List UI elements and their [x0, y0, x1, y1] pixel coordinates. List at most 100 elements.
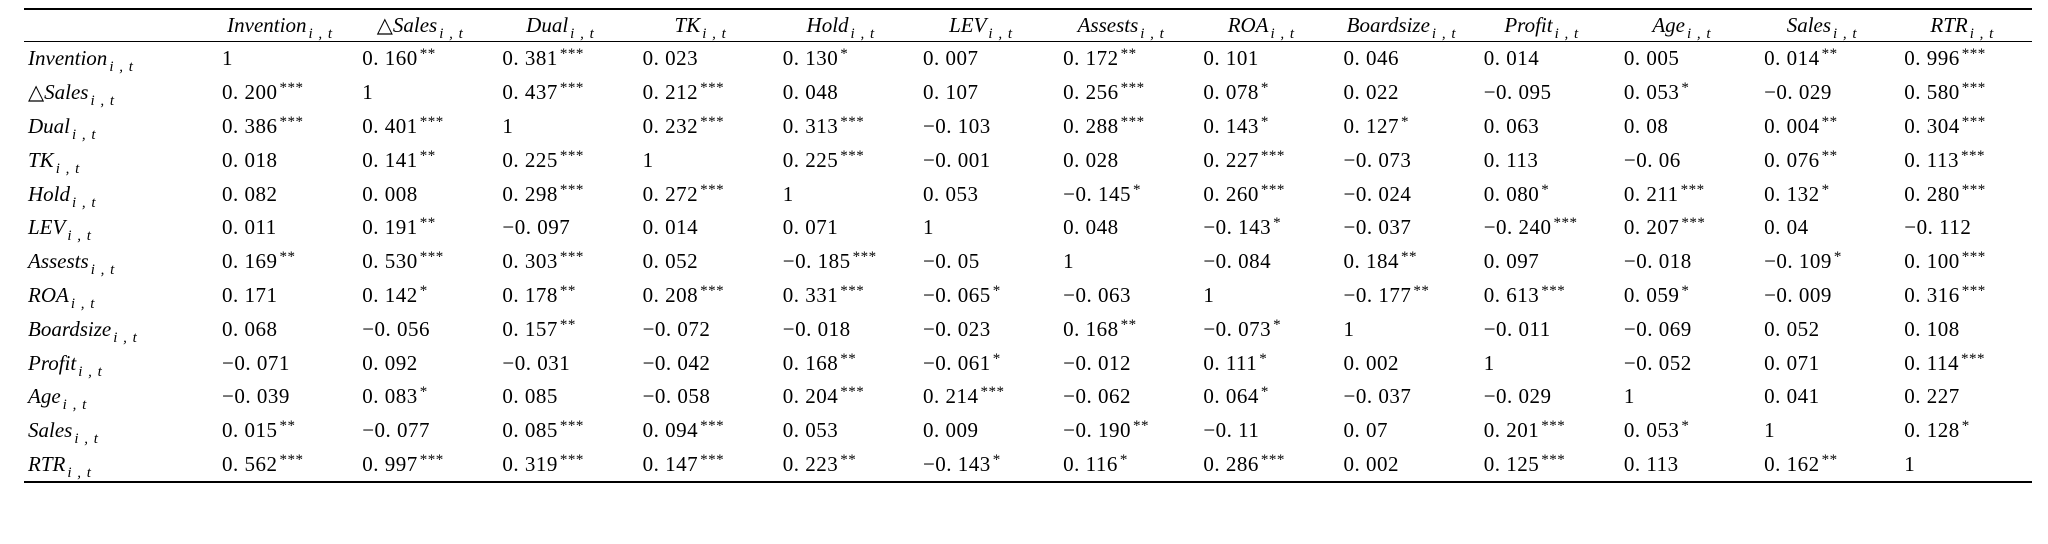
table-cell: 0. 232 ***: [631, 110, 771, 144]
significance-stars: ***: [1960, 350, 1985, 367]
table-cell: 0. 052: [1752, 312, 1892, 346]
correlation-value: 0. 157: [502, 316, 558, 341]
table-cell: −0. 023: [911, 312, 1051, 346]
column-header-subscript: i , t: [1270, 26, 1296, 42]
table-cell: 0. 071: [1752, 346, 1892, 380]
table-cell: 0. 107: [911, 76, 1051, 110]
correlation-value: 0. 260: [1203, 181, 1259, 206]
correlation-value: −0. 05: [922, 249, 980, 274]
correlation-value: −0. 018: [782, 316, 851, 341]
correlation-value: −0. 011: [1483, 316, 1551, 341]
table-cell: −0. 031: [490, 346, 630, 380]
table-cell: 0. 085 ***: [490, 414, 630, 448]
significance-stars: ***: [1120, 80, 1145, 97]
table-cell: 0. 996 ***: [1892, 42, 2032, 76]
table-cell: 0. 207 ***: [1612, 211, 1752, 245]
row-header-name: Hold: [28, 181, 70, 206]
correlation-value: 0. 204: [782, 384, 839, 409]
table-cell: 0. 562 ***: [210, 448, 350, 483]
correlation-value: 0. 023: [642, 46, 699, 71]
correlation-value: 0. 085: [502, 384, 558, 409]
significance-stars: **: [1821, 46, 1838, 63]
column-header-subscript: i , t: [988, 26, 1013, 42]
significance-stars: ***: [700, 282, 725, 299]
column-header-subscript: i , t: [1554, 26, 1580, 42]
table-cell: 0. 053: [771, 414, 911, 448]
table-cell: 0. 260 ***: [1191, 177, 1331, 211]
row-header-subscript: i , t: [78, 363, 103, 380]
correlation-value: 0. 053: [782, 418, 839, 443]
significance-stars: ***: [419, 113, 444, 130]
row-header-name: LEV: [28, 215, 66, 240]
correlation-value: 0. 227: [1904, 384, 1960, 409]
correlation-value: 0. 132: [1764, 181, 1820, 206]
table-cell: −0. 084: [1191, 245, 1331, 279]
correlation-value: 0. 108: [1904, 316, 1960, 341]
table-cell: 0. 227 ***: [1191, 143, 1331, 177]
significance-stars: *: [1401, 113, 1409, 130]
correlation-table-container: Invention i , t △Sales i , t Dual i , t TK i , …: [24, 8, 2033, 483]
row-header: Assests i , t: [24, 245, 210, 279]
table-cell: −0. 042: [631, 346, 771, 380]
table-cell: 0. 303 ***: [490, 245, 630, 279]
table-cell: 0. 04: [1752, 211, 1892, 245]
table-cell: 0. 113 ***: [1892, 143, 2032, 177]
significance-stars: ***: [559, 181, 584, 198]
column-header-name: Age: [1652, 13, 1685, 37]
table-cell: 0. 097: [1472, 245, 1612, 279]
column-header: Profit i , t: [1472, 9, 1612, 42]
correlation-value: 0. 172: [1063, 46, 1119, 71]
correlation-value: 0. 386: [222, 113, 278, 138]
table-cell: 0. 048: [771, 76, 911, 110]
column-header-subscript: i , t: [1431, 26, 1457, 42]
table-cell: 0. 07: [1332, 414, 1472, 448]
correlation-value: 0. 298: [502, 181, 558, 206]
correlation-value: 0. 116: [1063, 451, 1118, 476]
correlation-value: −0. 069: [1623, 316, 1692, 341]
table-cell: 0. 580 ***: [1892, 76, 2032, 110]
column-header-subscript: i , t: [1687, 26, 1712, 42]
row-header-subscript: i , t: [72, 194, 97, 211]
correlation-value: −0. 145: [1063, 181, 1131, 206]
header-row: Invention i , t △Sales i , t Dual i , t TK i , …: [24, 9, 2033, 42]
significance-stars: *: [1119, 451, 1128, 468]
column-header: LEV i , t: [911, 9, 1051, 42]
correlation-value: −0. 071: [222, 350, 290, 375]
correlation-value: 0. 304: [1904, 113, 1960, 138]
row-header-subscript: i , t: [72, 126, 97, 143]
correlation-value: −0. 185: [782, 249, 851, 274]
correlation-value: 0. 094: [642, 418, 699, 443]
row-header-name: Sales: [28, 418, 73, 443]
table-cell: 0. 011: [210, 211, 350, 245]
table-cell: 0. 101: [1191, 42, 1331, 76]
row-header-subscript: i , t: [109, 59, 134, 76]
correlation-value: 0. 002: [1343, 350, 1399, 375]
correlation-value: 1: [222, 46, 233, 71]
table-row: Hold i , t 0. 082 0. 008 0. 298 *** 0. 272 *** 1…: [24, 177, 2032, 211]
column-header-name: Hold: [806, 13, 849, 37]
significance-stars: **: [1413, 282, 1430, 299]
correlation-value: 0. 046: [1343, 46, 1399, 71]
table-cell: −0. 145 *: [1051, 177, 1191, 211]
correlation-value: −0. 024: [1343, 181, 1412, 206]
significance-stars: ***: [1960, 147, 1985, 164]
correlation-value: −0. 097: [502, 215, 571, 240]
table-cell: 0. 08: [1612, 110, 1752, 144]
table-cell: 0. 059 *: [1612, 279, 1752, 313]
table-cell: 1: [1051, 245, 1191, 279]
correlation-value: 0. 005: [1623, 46, 1680, 71]
correlation-value: 0. 048: [1063, 215, 1119, 240]
table-cell: 0. 063: [1472, 110, 1612, 144]
table-cell: 0. 085: [490, 380, 630, 414]
correlation-value: 0. 007: [922, 46, 979, 71]
significance-stars: ***: [840, 147, 865, 164]
table-cell: 0. 169 **: [210, 245, 350, 279]
significance-stars: ***: [419, 451, 444, 468]
correlation-value: 0. 092: [362, 350, 418, 375]
correlation-value: −0. 177: [1343, 282, 1412, 307]
table-cell: 0. 319 ***: [490, 448, 630, 483]
table-cell: 1: [911, 211, 1051, 245]
significance-stars: ***: [1680, 181, 1705, 198]
column-header-name: TK: [674, 13, 701, 37]
column-header-name: Dual: [526, 13, 569, 37]
